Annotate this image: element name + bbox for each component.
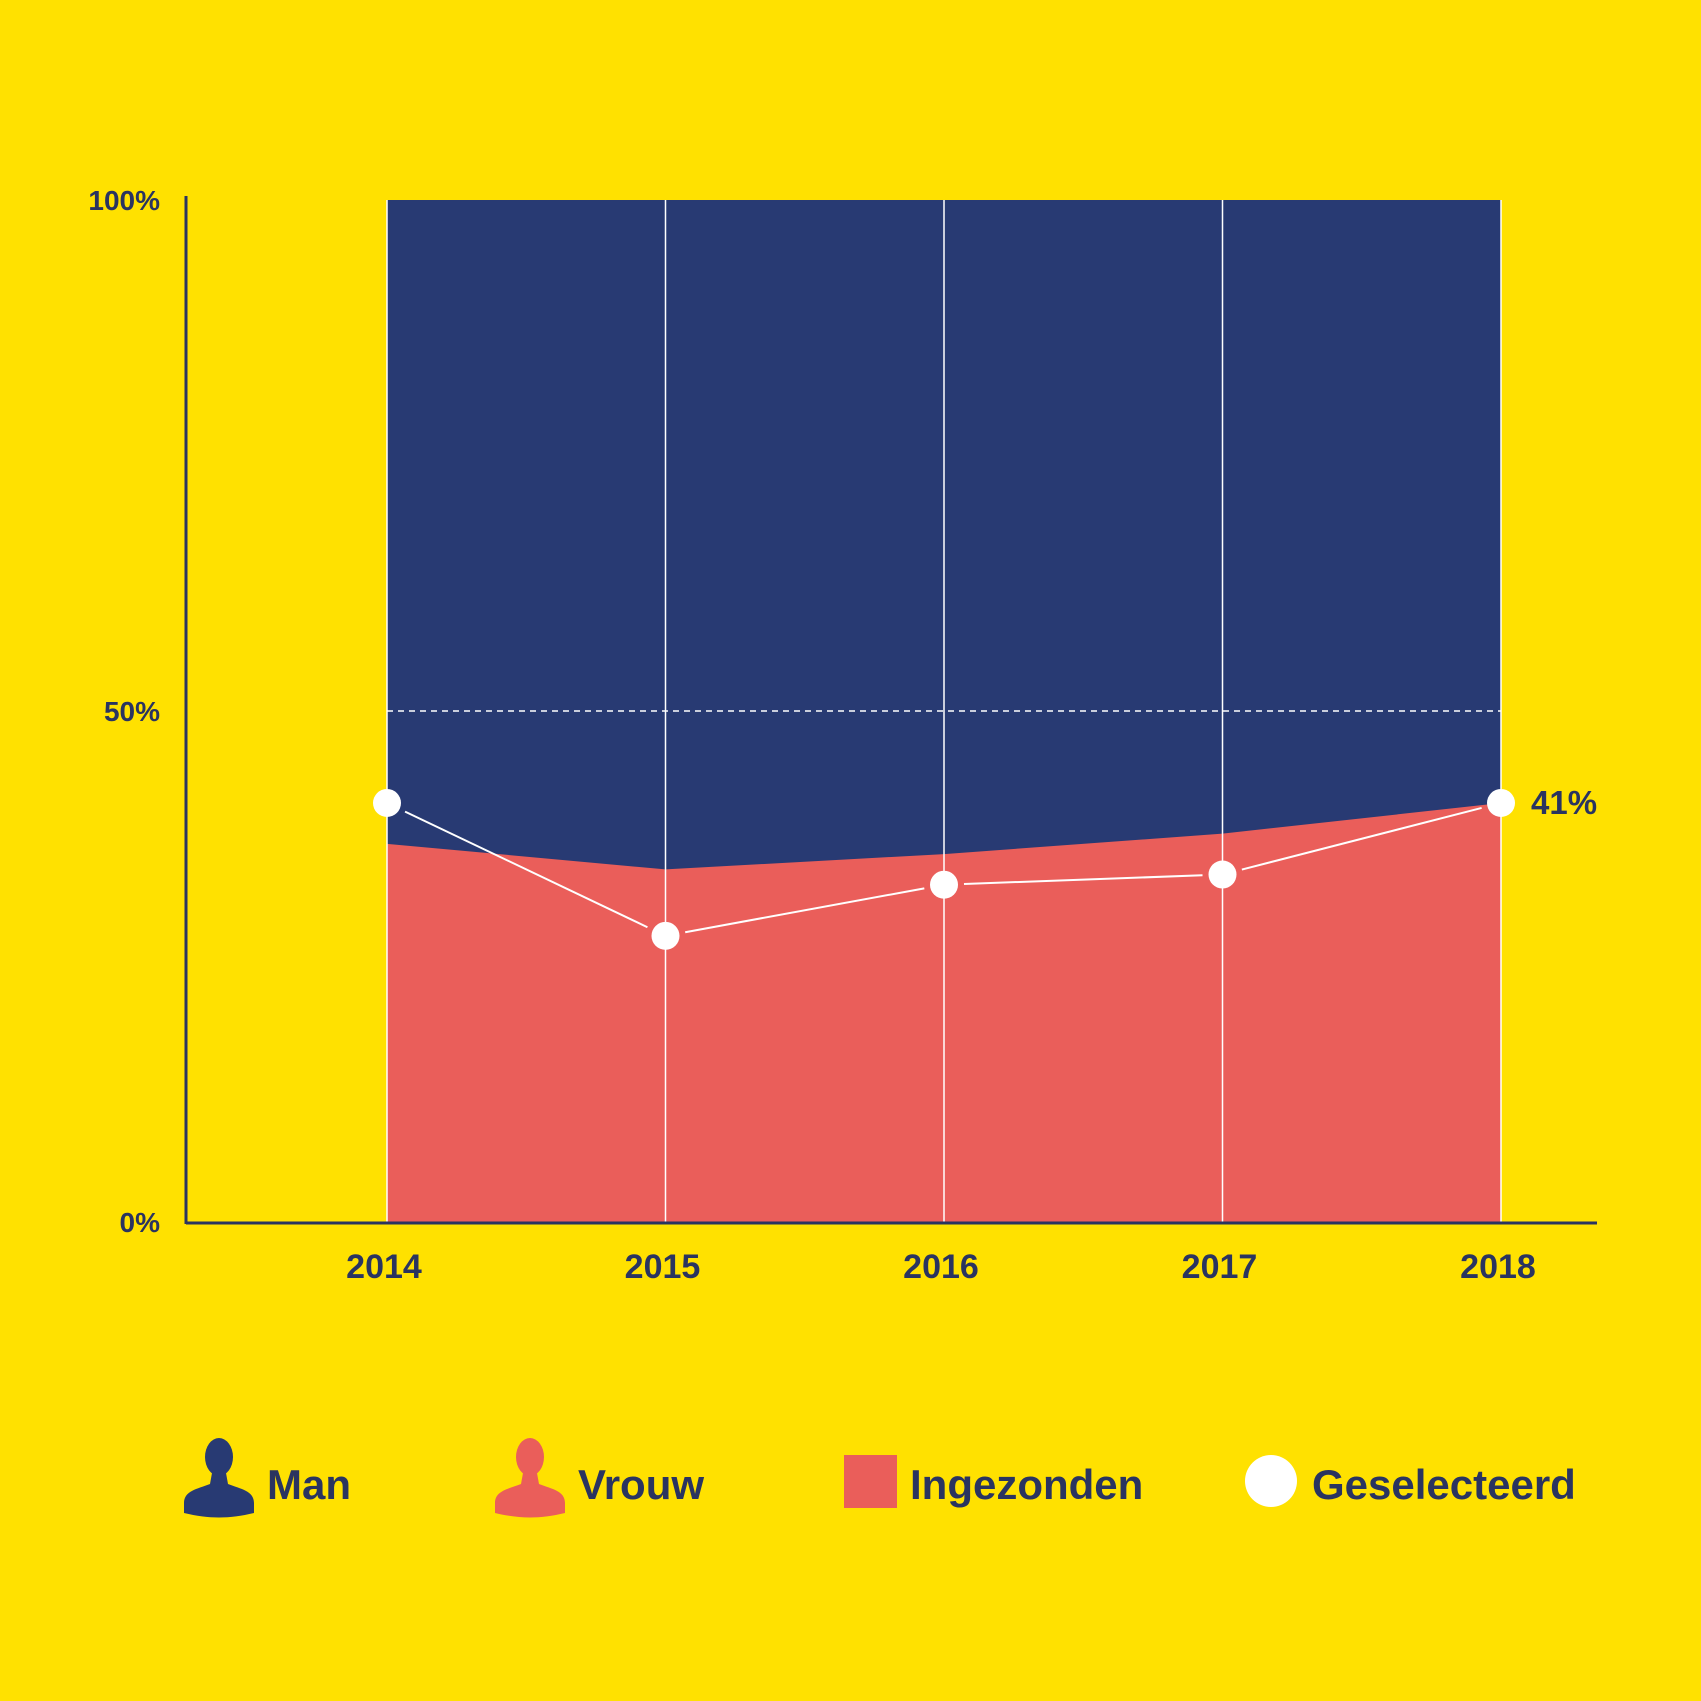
x-tick-label: 2016 (903, 1248, 979, 1286)
selected-line-segment (963, 874, 1203, 886)
selected-line-segment (684, 887, 925, 934)
person-body (184, 1473, 254, 1518)
x-tick-label: 2018 (1460, 1248, 1536, 1286)
legend-label-man: Man (267, 1461, 351, 1508)
y-tick-label: 50% (104, 696, 160, 727)
x-tick-label: 2015 (625, 1248, 701, 1286)
selected-series-layer (373, 788, 1515, 950)
end-value-label: 41% (1531, 784, 1597, 821)
y-tick-label: 0% (120, 1207, 161, 1238)
square-icon (844, 1455, 897, 1508)
x-tick-label: 2014 (346, 1248, 422, 1286)
y-tick-label: 100% (88, 185, 160, 216)
person-body (495, 1473, 565, 1518)
legend-label-geselecteerd: Geselecteerd (1312, 1461, 1576, 1508)
axes-layer (184, 196, 1597, 1225)
man-icon (184, 1438, 254, 1518)
grid-layer (386, 200, 1502, 1222)
person-head (516, 1438, 544, 1476)
circle-icon (1245, 1455, 1297, 1507)
selected-point-2017 (1208, 860, 1237, 889)
labels-layer: 100% 50% 0% 2014 2015 2016 2017 2018 41% (88, 185, 1597, 1286)
woman-icon (495, 1438, 565, 1518)
selected-point-2015 (651, 921, 680, 950)
selected-line-segment (1241, 806, 1482, 871)
x-tick-label: 2017 (1182, 1248, 1258, 1286)
selected-point-2014 (373, 788, 401, 817)
person-head (205, 1438, 233, 1476)
selected-line-segment (404, 810, 648, 929)
legend-label-vrouw: Vrouw (578, 1461, 704, 1508)
legend-label-ingezonden: Ingezonden (910, 1461, 1143, 1508)
selected-point-2018 (1487, 788, 1515, 817)
selected-point-2016 (930, 870, 958, 899)
legend: Man Vrouw Ingezonden Geselecteerd (184, 1438, 1576, 1518)
